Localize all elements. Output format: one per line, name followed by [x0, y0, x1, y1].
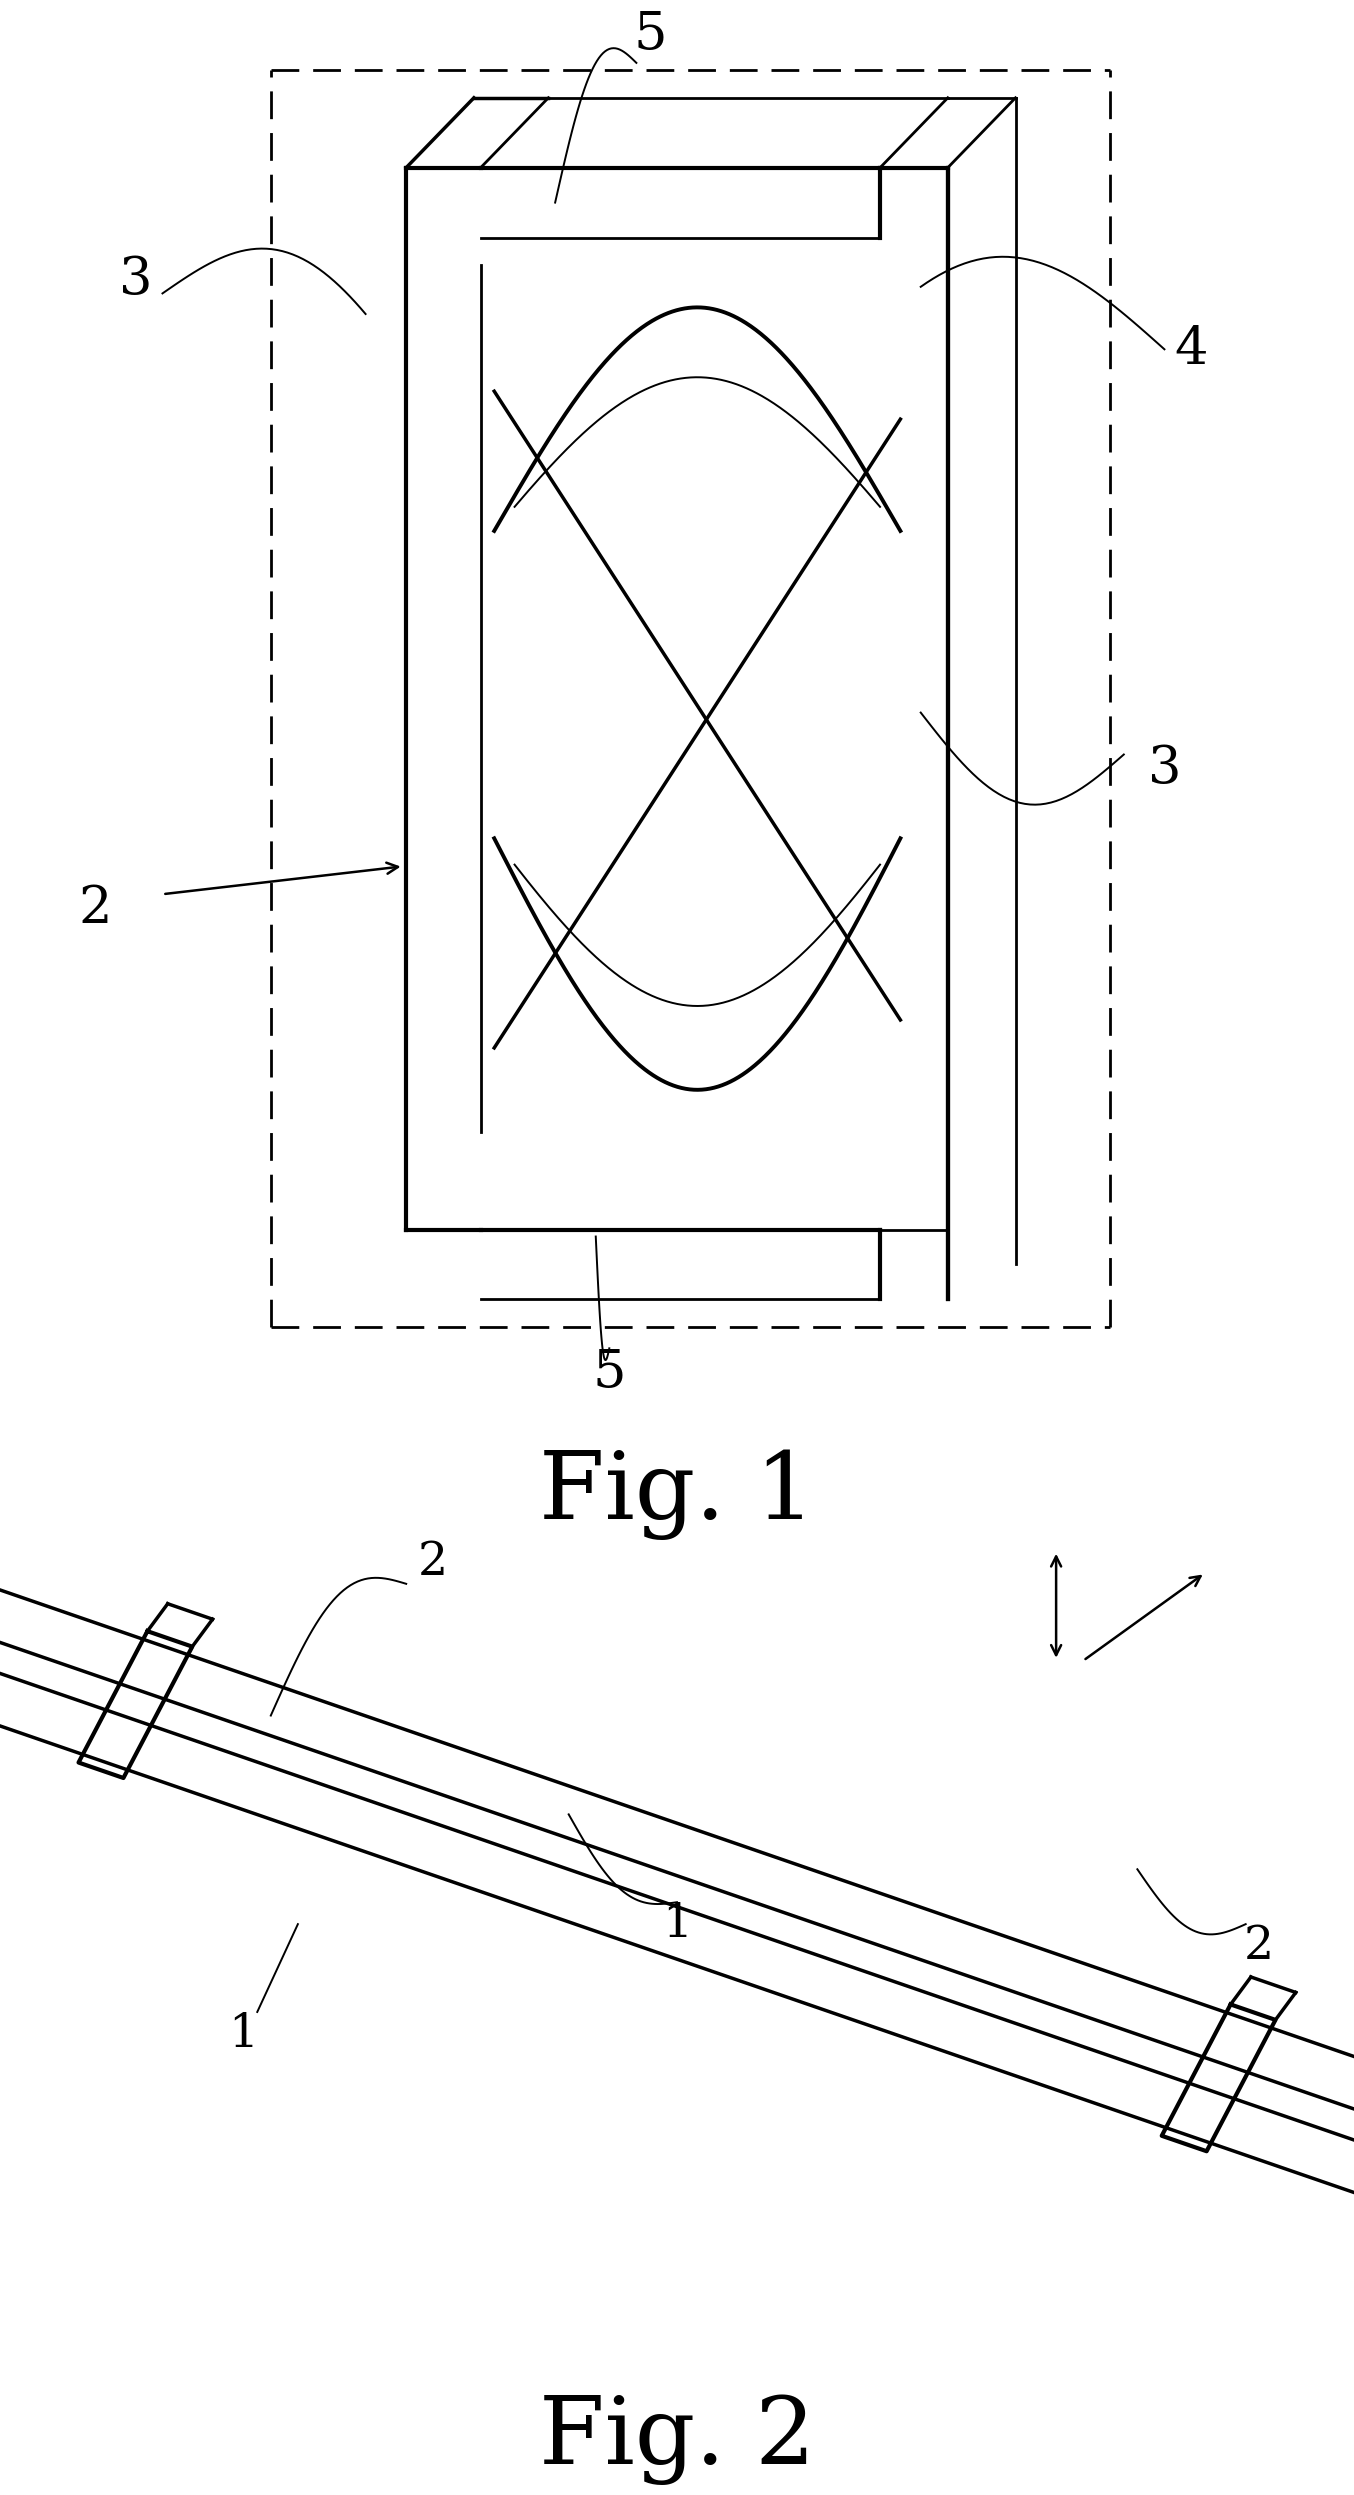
Text: 2: 2	[418, 1539, 448, 1584]
Text: 1: 1	[229, 2011, 259, 2056]
Text: 2: 2	[79, 883, 111, 933]
Text: 5: 5	[593, 1347, 626, 1397]
Text: 3: 3	[1148, 744, 1181, 793]
Text: 3: 3	[119, 254, 152, 304]
Text: Fig. 1: Fig. 1	[539, 1450, 815, 1539]
Text: 5: 5	[634, 10, 666, 60]
Text: 2: 2	[1244, 1924, 1274, 1969]
Text: Fig. 2: Fig. 2	[539, 2395, 815, 2485]
Text: 1: 1	[662, 1901, 692, 1946]
Text: 4: 4	[1175, 324, 1208, 374]
